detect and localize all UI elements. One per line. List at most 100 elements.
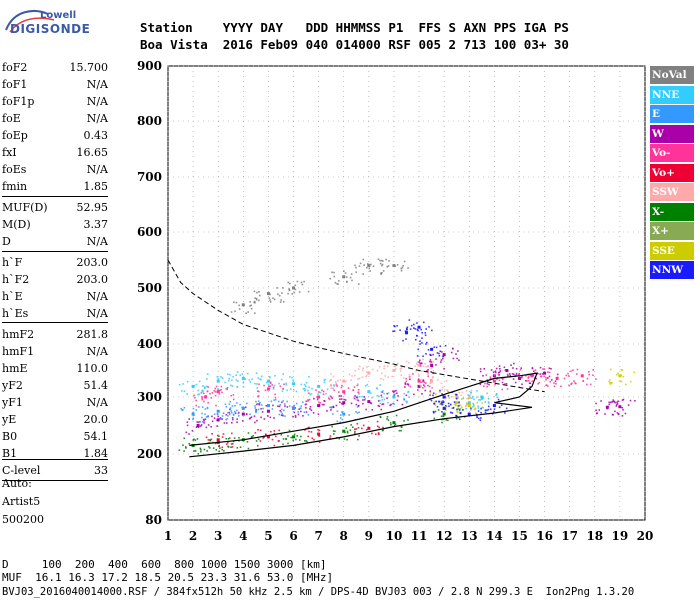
scatter-point: [485, 374, 488, 376]
scatter-point: [226, 388, 228, 391]
scatter-point: [219, 417, 222, 419]
scatter-point: [239, 446, 242, 449]
scatter-point: [192, 417, 195, 420]
scatter-point: [477, 407, 480, 409]
scatter-point: [239, 374, 242, 377]
scatter-point: [432, 394, 434, 397]
scatter-point: [216, 409, 220, 413]
scatter-point: [231, 446, 234, 448]
scatter-point: [456, 401, 459, 404]
scatter-point: [292, 415, 294, 418]
scatter-point: [288, 289, 291, 292]
scatter-point: [567, 375, 570, 377]
scatter-point: [423, 385, 426, 388]
scatter-point: [417, 373, 420, 376]
scatter-point: [403, 260, 406, 263]
scatter-point: [307, 399, 309, 401]
scatter-point: [241, 406, 243, 409]
scatter-point: [356, 384, 359, 387]
scatter-point: [227, 379, 230, 382]
scatter-point: [428, 326, 430, 328]
scatter-point: [612, 399, 615, 401]
scatter-point: [410, 324, 413, 327]
x-tick-label: 8: [340, 529, 348, 543]
scatter-point: [249, 381, 252, 383]
scatter-point: [467, 404, 471, 408]
param-value: N/A: [86, 163, 108, 176]
scatter-point: [379, 402, 382, 405]
scatter-point: [401, 403, 404, 406]
scatter-point: [250, 304, 252, 307]
scatter-point: [616, 373, 618, 376]
scatter-point: [570, 383, 572, 386]
scatter-point: [198, 380, 201, 383]
scatter-point: [357, 368, 360, 370]
scatter-point: [206, 373, 209, 375]
scatter-point: [456, 415, 459, 418]
scatter-point: [392, 369, 396, 372]
scatter-point: [310, 392, 313, 395]
scatter-point: [280, 411, 283, 413]
scatter-point: [279, 385, 282, 388]
x-tick-label: 15: [511, 529, 528, 543]
scatter-point: [268, 376, 271, 378]
scatter-point: [401, 266, 404, 269]
scatter-point: [555, 382, 557, 385]
scatter-point: [369, 401, 372, 404]
scatter-point: [380, 377, 382, 380]
scatter-point: [192, 407, 195, 410]
scatter-point: [299, 407, 302, 409]
scatter-point: [394, 265, 397, 267]
scatter-point: [449, 411, 452, 414]
scatter-point: [494, 370, 497, 373]
scatter-point: [620, 368, 623, 371]
scatter-point: [378, 426, 381, 429]
param-row: fxI 16.65: [2, 146, 108, 159]
scatter-point: [609, 401, 612, 404]
scatter-point: [477, 410, 480, 412]
scatter-point: [309, 405, 312, 408]
scatter-point: [434, 410, 437, 413]
scatter-point: [538, 381, 541, 384]
scatter-point: [241, 303, 245, 307]
scatter-point: [406, 328, 408, 331]
scatter-point: [406, 401, 408, 403]
scatter-point: [295, 390, 298, 393]
scatter-point: [204, 408, 207, 410]
scatter-point: [308, 430, 310, 433]
scatter-point: [282, 388, 284, 390]
scatter-point: [358, 411, 360, 414]
scatter-point: [367, 263, 369, 265]
scatter-point: [332, 384, 335, 386]
x-tick-label: 13: [461, 529, 478, 543]
scatter-point: [387, 419, 390, 422]
scatter-point: [178, 383, 181, 386]
scatter-point: [442, 355, 444, 358]
scatter-point: [470, 409, 472, 411]
scatter-point: [294, 288, 297, 291]
scatter-point: [436, 352, 439, 354]
scatter-point: [339, 379, 342, 381]
scatter-point: [456, 411, 459, 414]
scatter-point: [480, 395, 484, 399]
scatter-point: [431, 387, 433, 389]
scatter-point: [376, 369, 379, 372]
scatter-point: [352, 389, 355, 392]
scatter-point: [341, 411, 343, 413]
scatter-point: [394, 364, 396, 367]
scatter-point: [317, 395, 321, 399]
scatter-point: [427, 373, 429, 376]
scatter-point: [246, 372, 249, 375]
scatter-point: [401, 426, 403, 428]
scatter-point: [382, 270, 385, 272]
scatter-point: [457, 408, 460, 411]
scatter-point: [239, 403, 241, 406]
scatter-point: [219, 418, 222, 420]
scatter-point: [304, 388, 307, 391]
param-value: 3.37: [83, 218, 109, 231]
legend-item: Vo+: [650, 163, 694, 182]
scatter-point: [333, 384, 336, 387]
scatter-point: [266, 292, 270, 296]
scatter-point: [400, 267, 403, 270]
scatter-point: [236, 409, 238, 412]
